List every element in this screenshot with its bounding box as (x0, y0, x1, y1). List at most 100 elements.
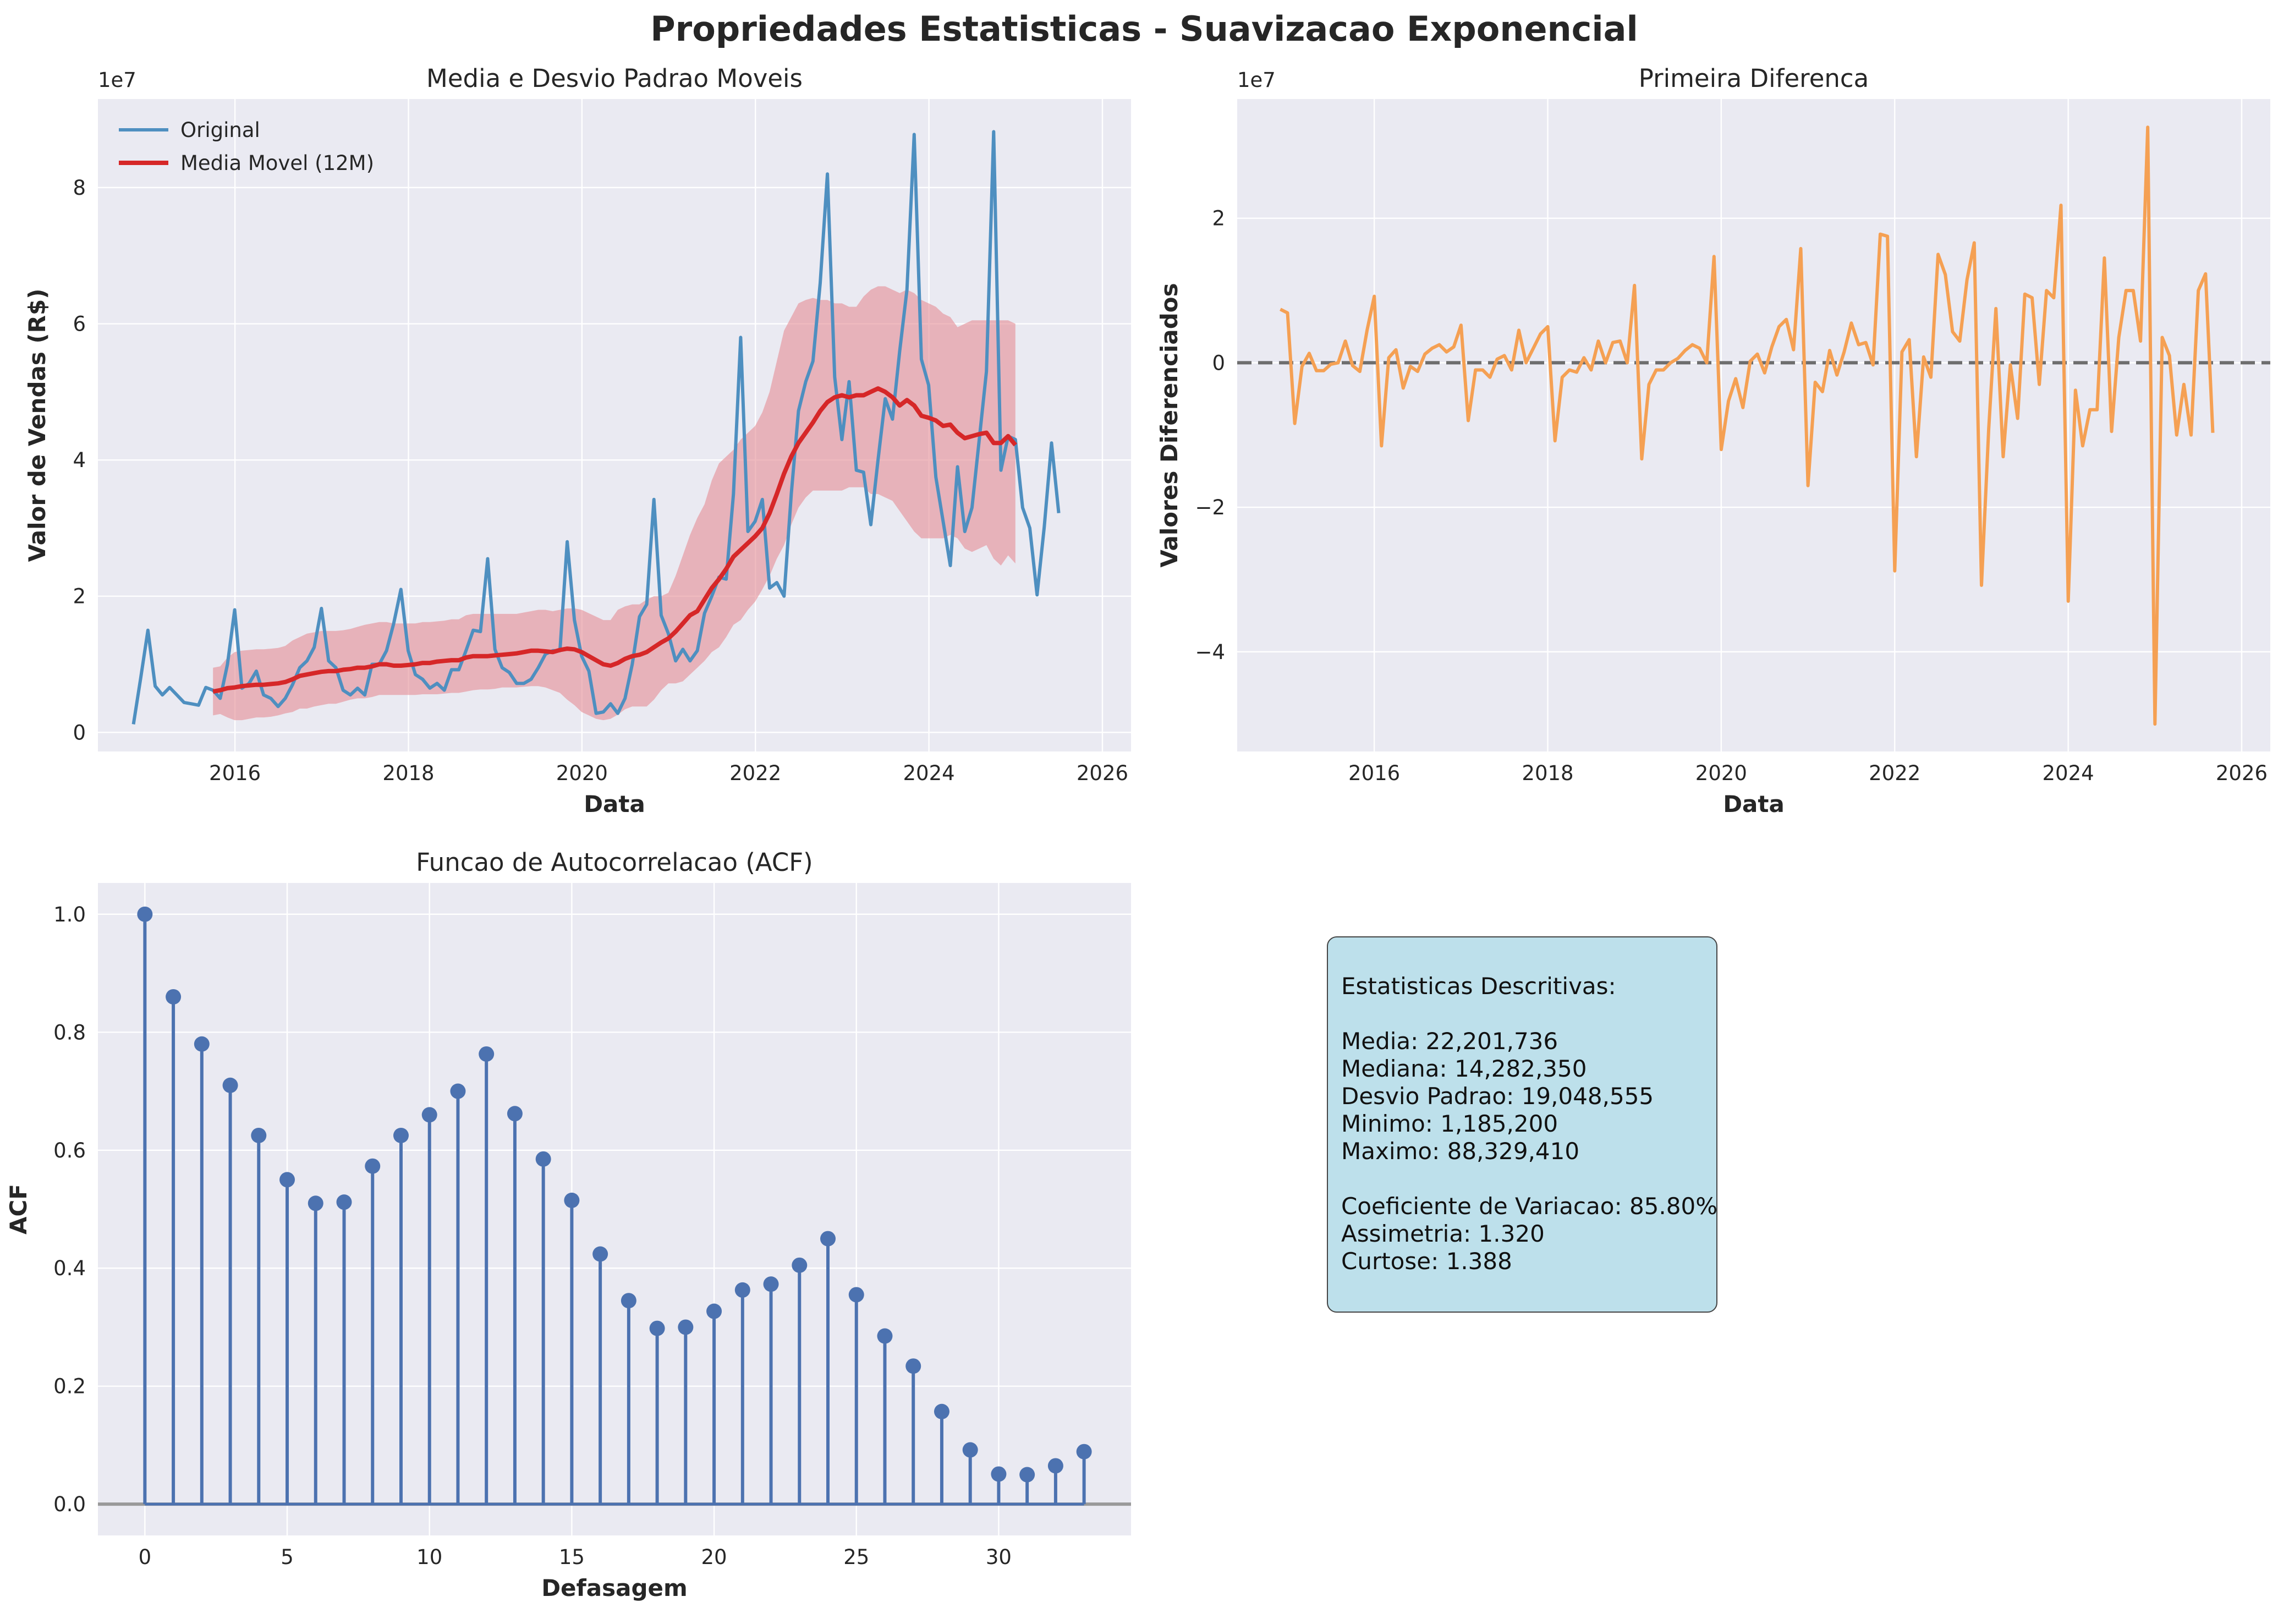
acf-point (564, 1192, 580, 1208)
tick-labels: 0 5 10 15 20 25 30 0.0 0.2 0.4 0.6 0.8 1.0 (53, 903, 1012, 1569)
acf-stems (143, 914, 1086, 1505)
stats-line-desvio: Desvio Padrao: 19,048,555 (1341, 1083, 1654, 1110)
panel-title: Media e Desvio Padrao Moveis (426, 64, 803, 93)
plot-area (1237, 99, 2270, 751)
x-tick-label: 15 (559, 1545, 585, 1569)
x-tick-label: 30 (986, 1545, 1012, 1569)
stats-line-assimetria: Assimetria: 1.320 (1341, 1220, 1545, 1247)
plot-area (98, 883, 1131, 1535)
y-tick-label: 8 (73, 176, 86, 200)
x-tick-label: 2024 (2043, 761, 2094, 785)
acf-markers (137, 906, 1092, 1483)
x-tick-label: 2016 (1348, 761, 1400, 785)
acf-point (706, 1303, 722, 1319)
acf-point (763, 1276, 779, 1292)
legend: Original Media Movel (12M) (119, 118, 374, 175)
x-tick-label: 2020 (556, 761, 608, 785)
acf-point (621, 1293, 636, 1309)
y-tick-label: 0.0 (53, 1493, 86, 1516)
acf-point (365, 1158, 381, 1174)
acf-point (450, 1083, 466, 1099)
y-tick-label: −4 (1195, 640, 1225, 664)
acf-point (194, 1036, 210, 1052)
x-tick-label: 2018 (1522, 761, 1573, 785)
grid (98, 99, 1131, 751)
tick-labels: 2016 2018 2020 2022 2024 2026 0 2 4 6 8 (73, 176, 1128, 785)
y-tick-label: 0.2 (53, 1375, 86, 1398)
rolling-stats-panel: 2016 2018 2020 2022 2024 2026 0 2 4 6 8 Media e Des… (24, 64, 1131, 818)
x-tick-label: 2018 (382, 761, 434, 785)
y-tick-label: 2 (1212, 207, 1225, 231)
acf-point (279, 1172, 295, 1188)
stats-line-media: Media: 22,201,736 (1341, 1028, 1558, 1055)
acf-point (934, 1403, 949, 1419)
x-axis-label: Data (584, 791, 645, 818)
acf-point (592, 1246, 608, 1262)
stats-line-curtose: Curtose: 1.388 (1341, 1248, 1512, 1275)
y-tick-label: 0.4 (53, 1257, 86, 1280)
descriptive-stats-box: Estatisticas Descritivas: Media: 22,201,… (1327, 936, 1717, 1313)
acf-point (991, 1466, 1007, 1482)
rolling-mean-line (212, 386, 1017, 694)
y-axis-label: Valor de Vendas (R$) (24, 289, 51, 562)
y-tick-label: −2 (1195, 496, 1225, 519)
acf-point (1019, 1467, 1035, 1483)
y-tick-label: 0 (1212, 351, 1225, 375)
acf-point (1076, 1444, 1092, 1460)
acf-point (507, 1106, 523, 1122)
x-tick-label: 20 (701, 1545, 727, 1569)
y-tick-label: 4 (73, 448, 86, 472)
acf-point (421, 1107, 437, 1123)
y-tick-label: 0 (73, 721, 86, 744)
legend-label-rolling: Media Movel (12M) (180, 151, 374, 175)
y-tick-label: 2 (73, 585, 86, 608)
acf-point (393, 1127, 409, 1143)
stats-line-cv: Coeficiente de Variacao: 85.80% (1341, 1193, 1718, 1220)
y-axis-label: ACF (5, 1184, 32, 1235)
y-tick-label: 0.6 (53, 1139, 86, 1162)
acf-point (848, 1287, 864, 1303)
acf-point (251, 1127, 267, 1143)
acf-point (308, 1195, 323, 1211)
stats-line-mediana: Mediana: 14,282,350 (1341, 1055, 1587, 1082)
x-tick-label: 2022 (729, 761, 781, 785)
x-tick-label: 2020 (1695, 761, 1747, 785)
y-offset-label: 1e7 (98, 68, 136, 92)
x-tick-label: 2026 (1077, 761, 1128, 785)
first-difference-panel: 2016 2018 2020 2022 2024 2026 −4 −2 0 2 Primeira D… (1156, 64, 2270, 818)
legend-label-original: Original (180, 118, 260, 142)
acf-point (166, 989, 182, 1005)
stats-line-maximo: Maximo: 88,329,410 (1341, 1138, 1580, 1165)
acf-point (1047, 1458, 1063, 1474)
x-axis-label: Data (1723, 791, 1785, 818)
x-tick-label: 0 (139, 1545, 152, 1569)
acf-point (877, 1328, 893, 1344)
panel-title: Funcao de Autocorrelacao (ACF) (416, 848, 813, 877)
acf-point (137, 906, 153, 922)
difference-series-line (1280, 125, 2215, 726)
acf-point (479, 1046, 495, 1062)
x-tick-label: 2026 (2216, 761, 2268, 785)
acf-panel: 0 5 10 15 20 25 30 0.0 0.2 0.4 0.6 0.8 1.0 Funcao de … (5, 848, 1131, 1601)
x-tick-label: 5 (281, 1545, 294, 1569)
y-tick-label: 0.8 (53, 1021, 86, 1044)
y-offset-label: 1e7 (1237, 68, 1276, 92)
acf-point (535, 1151, 551, 1167)
stats-line-minimo: Minimo: 1,185,200 (1341, 1110, 1558, 1137)
y-axis-label: Valores Diferenciados (1156, 283, 1183, 567)
std-band (213, 286, 1015, 721)
x-tick-label: 2016 (209, 761, 261, 785)
x-axis-label: Defasagem (541, 1574, 688, 1601)
acf-point (336, 1194, 352, 1210)
acf-point (649, 1320, 665, 1336)
acf-point (962, 1442, 978, 1458)
tick-labels: 2016 2018 2020 2022 2024 2026 −4 −2 0 2 (1195, 207, 2268, 785)
x-tick-label: 2024 (903, 761, 955, 785)
stats-heading: Estatisticas Descritivas: (1341, 973, 1616, 1000)
panel-title: Primeira Diferenca (1639, 64, 1869, 93)
x-tick-label: 2022 (1869, 761, 1920, 785)
acf-point (222, 1077, 238, 1093)
y-tick-label: 1.0 (53, 903, 86, 926)
acf-point (678, 1319, 694, 1335)
